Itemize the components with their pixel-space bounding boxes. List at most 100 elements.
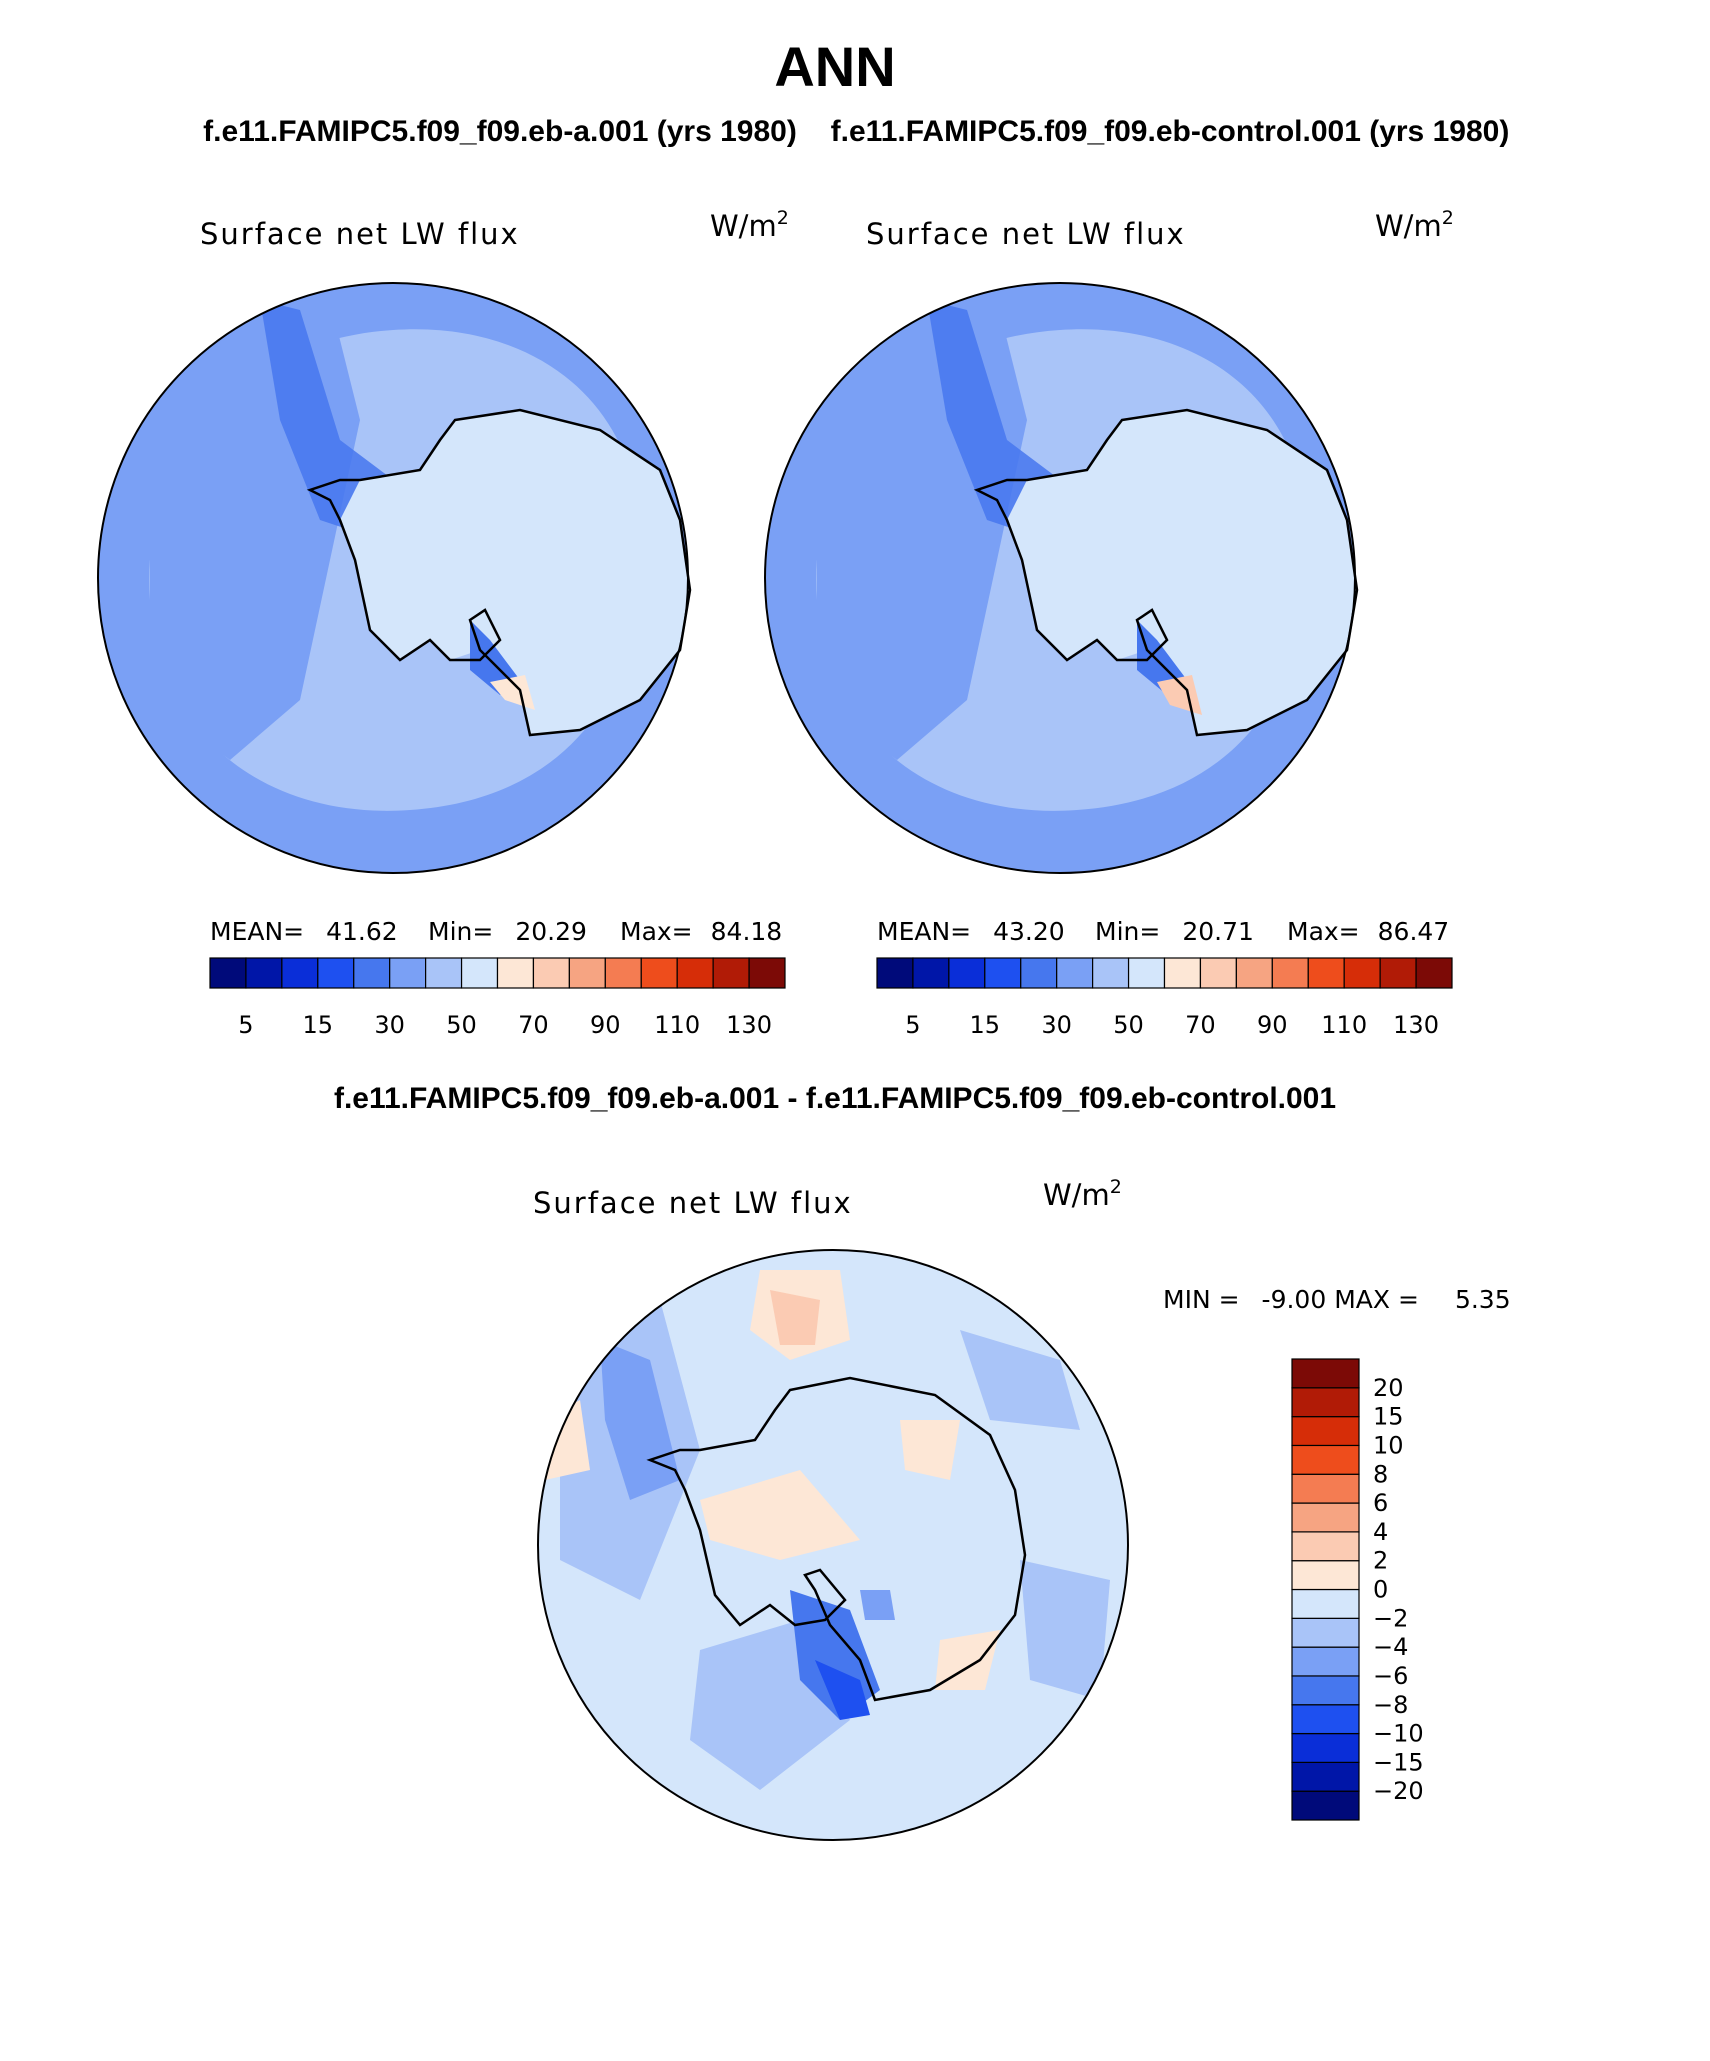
map-diff-warm-2: [770, 1290, 820, 1345]
case-title-diff: f.e11.FAMIPC5.f09_f09.eb-a.001 - f.e11.F…: [334, 1082, 1336, 1115]
colorbar-a-box-12: [640, 957, 678, 989]
colorbar-a-box-10: [568, 957, 606, 989]
colorbar-diff-box-5: [1291, 1646, 1360, 1677]
colorbar-diff-tick-label-10: 6: [1373, 1489, 1388, 1517]
map-b-boundary: [764, 282, 1356, 874]
colorbar-a: 5 15 30 50 70 90 110 130: [209, 957, 786, 1039]
map-diff-warm-4: [700, 1470, 860, 1560]
page-title: ANN: [774, 35, 895, 98]
map-b-antarctica-fill: [1007, 410, 1355, 735]
map-diff-cool-4: [860, 1590, 895, 1620]
case-title-a: f.e11.FAMIPC5.f09_f09.eb-a.001 (yrs 1980…: [203, 115, 797, 148]
colorbar-b: 5 15 30 50 70 90 110 130: [876, 957, 1453, 1039]
colorbar-a-tick-label-5: 90: [590, 1011, 621, 1039]
colorbar-diff-tick-label-8: 2: [1373, 1547, 1388, 1575]
stats-a-mean: MEAN= 41.62: [210, 917, 398, 946]
colorbar-diff-box-15: [1291, 1358, 1360, 1389]
colorbar-diff-tick-label-12: 10: [1373, 1431, 1404, 1459]
colorbar-diff-box-10: [1291, 1502, 1360, 1533]
variable-label-diff: Surface net LW flux: [533, 1186, 853, 1220]
colorbar-b-tick-label-0: 5: [905, 1011, 920, 1039]
colorbar-a-box-3: [317, 957, 355, 989]
colorbar-b-box-6: [1092, 957, 1130, 989]
stats-b-min: Min= 20.71: [1095, 917, 1254, 946]
stats-b: MEAN= 43.20 Min= 20.71 Max= 86.47: [877, 917, 1449, 946]
colorbar-diff-tick-label-9: 4: [1373, 1518, 1388, 1546]
colorbar-diff-box-3: [1291, 1704, 1360, 1735]
stats-a-min: Min= 20.29: [428, 917, 587, 946]
colorbar-a-box-11: [604, 957, 642, 989]
map-diff-boundary: [537, 1249, 1129, 1841]
map-diff-cool-1: [600, 1340, 680, 1500]
variable-label-a: Surface net LW flux: [200, 217, 520, 251]
colorbar-diff-box-1: [1291, 1761, 1360, 1792]
colorbar-a-tick-label-7: 130: [726, 1011, 772, 1039]
colorbar-a-box-0: [209, 957, 247, 989]
colorbar-b-box-1: [912, 957, 950, 989]
colorbar-a-box-6: [425, 957, 463, 989]
colorbar-a-tick-label-4: 70: [518, 1011, 549, 1039]
colorbar-b-tick-label-1: 15: [970, 1011, 1001, 1039]
colorbar-a-tick-label-3: 50: [446, 1011, 477, 1039]
colorbar-diff-tick-label-6: −2: [1373, 1604, 1408, 1632]
colorbar-b-box-7: [1127, 957, 1166, 989]
colorbar-a-box-5: [389, 957, 427, 989]
colorbar-diff-box-11: [1291, 1473, 1360, 1504]
colorbar-a-box-13: [676, 957, 714, 989]
colorbar-diff-tick-label-1: −15: [1373, 1748, 1424, 1776]
map-a-antarctica-fill: [340, 410, 688, 735]
colorbar-a-box-1: [245, 957, 283, 989]
map-diff-cool-3: [815, 1660, 870, 1720]
colorbar-diff-tick-label-7: 0: [1373, 1576, 1388, 1604]
colorbar-b-tick-label-3: 50: [1113, 1011, 1144, 1039]
colorbar-a-box-9: [532, 957, 570, 989]
colorbar-a-tick-label-6: 110: [654, 1011, 700, 1039]
colorbar-diff-tick-label-4: −6: [1373, 1662, 1408, 1690]
colorbar-diff-tick-label-3: −8: [1373, 1691, 1408, 1719]
map-diff-patch-3: [960, 1330, 1080, 1430]
units-label-b: W/m2: [1375, 207, 1454, 243]
stats-a: MEAN= 41.62 Min= 20.29 Max= 84.18: [210, 917, 782, 946]
colorbar-b-box-9: [1199, 957, 1237, 989]
colorbar-b-box-13: [1343, 957, 1381, 989]
colorbar-diff-box-6: [1291, 1617, 1360, 1648]
units-label-a: W/m2: [710, 207, 789, 243]
colorbar-b-box-0: [876, 957, 914, 989]
map-a: [98, 283, 688, 873]
colorbar-diff-box-0: [1291, 1790, 1360, 1821]
colorbar-a-box-2: [281, 957, 319, 989]
colorbar-b-tick-label-2: 30: [1041, 1011, 1072, 1039]
map-diff-warm-5: [900, 1420, 960, 1480]
colorbar-diff-tick-label-5: −4: [1373, 1633, 1408, 1661]
colorbar-diff-box-14: [1291, 1387, 1360, 1418]
colorbar-a-box-14: [712, 957, 750, 989]
panel-diff: Surface net LW flux W/m2 MIN = -9.00 MAX =…: [533, 1176, 1511, 1841]
map-diff-patch-4: [1020, 1560, 1110, 1700]
colorbar-b-box-5: [1056, 957, 1094, 989]
variable-label-b: Surface net LW flux: [866, 217, 1186, 251]
stats-b-mean: MEAN= 43.20: [877, 917, 1065, 946]
stats-b-max: Max= 86.47: [1287, 917, 1449, 946]
colorbar-b-box-15: [1415, 957, 1453, 989]
map-a-coastline: [306, 408, 692, 737]
map-b: [765, 283, 1355, 873]
colorbar-diff-box-7: [1291, 1588, 1360, 1619]
colorbar-a-box-4: [353, 957, 391, 989]
colorbar-b-tick-label-5: 90: [1257, 1011, 1288, 1039]
colorbar-diff-box-4: [1291, 1675, 1360, 1706]
colorbar-b-tick-label-6: 110: [1321, 1011, 1367, 1039]
colorbar-diff-box-2: [1291, 1732, 1360, 1763]
stats-a-max: Max= 84.18: [620, 917, 782, 946]
colorbar-diff-tick-label-11: 8: [1373, 1460, 1388, 1488]
colorbar-b-tick-label-7: 130: [1393, 1011, 1439, 1039]
colorbar-diff-box-8: [1291, 1560, 1360, 1591]
colorbar-b-box-2: [948, 957, 986, 989]
colorbar-b-box-10: [1235, 957, 1273, 989]
map-diff-warm-6: [935, 1630, 1000, 1690]
colorbar-a-tick-label-0: 5: [238, 1011, 253, 1039]
colorbar-a-box-15: [748, 957, 786, 989]
colorbar-b-box-8: [1163, 957, 1202, 989]
map-b-coastline: [973, 408, 1359, 737]
